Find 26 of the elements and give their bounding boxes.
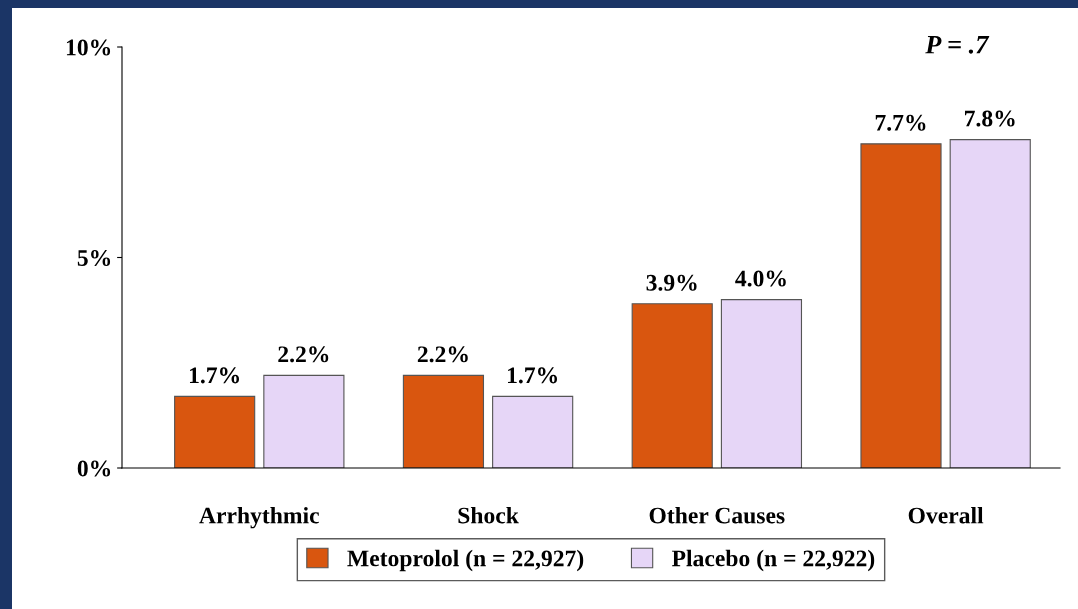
bar [492, 395, 574, 468]
data-label: 1.7% [507, 367, 558, 384]
x-tick-label: Overall [908, 506, 984, 524]
bar [720, 299, 803, 468]
data-label: 2.2% [278, 346, 329, 363]
legend-label: Metoprolol (n = 22,927) [347, 549, 584, 572]
annotation: P = .7 [925, 36, 990, 54]
bar [174, 395, 256, 468]
y-tick-label: 5% [77, 249, 111, 266]
data-label: 3.9% [646, 274, 697, 291]
bar [263, 374, 345, 468]
bar [402, 374, 485, 468]
bar [949, 139, 1031, 468]
legend-label: Placebo (n = 22,922) [671, 549, 875, 572]
bar [860, 143, 942, 468]
data-label: 7.8% [965, 110, 1015, 127]
data-label: 1.7% [189, 367, 240, 384]
bar [631, 303, 713, 468]
x-tick-label: Other Causes [649, 506, 785, 524]
x-tick-label: Shock [458, 506, 519, 524]
data-label: 4.0% [735, 270, 786, 287]
data-label: 2.2% [417, 346, 468, 363]
x-tick-label: Arrhythmic [199, 506, 319, 529]
data-label: 7.7% [875, 114, 926, 131]
y-tick-label: 0% [77, 460, 111, 477]
y-tick-label: 10% [66, 39, 111, 56]
